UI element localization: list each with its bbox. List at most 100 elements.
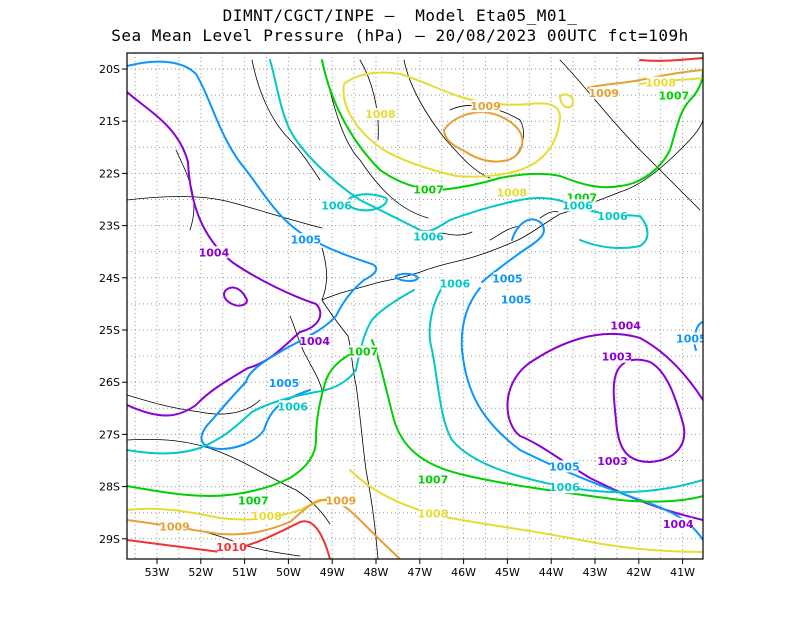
isobar-label: 1006 xyxy=(277,400,308,413)
isobar-1006 xyxy=(127,59,703,494)
isobar-label: 1009 xyxy=(159,520,190,533)
isobar-label-bg xyxy=(270,376,299,389)
y-tick-label: 23S xyxy=(99,220,120,233)
isobar-label-bg xyxy=(440,277,469,290)
isobar-label-bg xyxy=(550,481,579,494)
isobar-label: 1005 xyxy=(269,377,300,390)
isobar-label-bg xyxy=(589,87,618,100)
isobar-label: 1005 xyxy=(501,293,532,306)
isobar-label-bg xyxy=(348,345,377,358)
isobar-label: 1006 xyxy=(549,481,580,494)
isobar-label: 1006 xyxy=(413,231,444,244)
isobar-label: 1006 xyxy=(597,210,628,223)
isobar-label: 1005 xyxy=(676,332,707,345)
isobar-label: 1008 xyxy=(251,510,282,523)
isobar-label-bg xyxy=(598,455,627,468)
isobar-label-bg xyxy=(160,520,189,533)
y-tick-label: 24S xyxy=(99,272,120,285)
isobar-label-bg xyxy=(418,473,447,486)
isobar-label-bg xyxy=(322,199,351,212)
isobar-1008 xyxy=(127,71,703,553)
isobar-label: 1003 xyxy=(597,455,628,468)
x-tick-label: 43W xyxy=(583,566,608,579)
y-tick-label: 22S xyxy=(99,167,120,180)
isobar-label-bg xyxy=(300,335,329,348)
x-tick-label: 44W xyxy=(539,566,564,579)
isobar-label-bg xyxy=(414,183,443,196)
isobar-label: 1009 xyxy=(588,87,619,100)
isobar-label-bg xyxy=(493,272,522,285)
isobar-label: 1005 xyxy=(549,460,580,473)
isobar-label-bg xyxy=(418,507,447,520)
isobar-label-bg xyxy=(471,100,500,113)
isobar-label-bg xyxy=(497,186,526,199)
isobar-label-bg xyxy=(291,233,320,246)
x-tick-label: 49W xyxy=(320,566,345,579)
lat-lon-grid xyxy=(127,53,703,559)
isobar-label-bg xyxy=(646,76,675,89)
isobar-label-bg xyxy=(252,509,281,522)
isobar-label-bg xyxy=(278,400,307,413)
isobar-label-bg xyxy=(611,319,640,332)
isobar-label: 1004 xyxy=(199,246,230,259)
isobar-label: 1007 xyxy=(238,494,269,507)
isobar-label: 1008 xyxy=(645,77,676,90)
isobar-label-bg xyxy=(602,350,631,363)
isobar-label: 1007 xyxy=(413,184,444,197)
y-tick-label: 20S xyxy=(99,63,120,76)
x-tick-label: 52W xyxy=(188,566,213,579)
isobar-label: 1007 xyxy=(659,90,690,103)
isobar-label: 1008 xyxy=(418,507,449,520)
isobar-label-bg xyxy=(677,332,703,345)
x-tick-label: 51W xyxy=(232,566,257,579)
x-tick-label: 41W xyxy=(670,566,695,579)
plot-frame xyxy=(126,52,704,560)
x-tick-label: 48W xyxy=(364,566,389,579)
isobar-label-bg xyxy=(199,246,228,259)
isobar-label-bg xyxy=(366,107,395,120)
isobar-label: 1005 xyxy=(291,233,322,246)
y-tick-label: 25S xyxy=(99,324,120,337)
x-tick-label: 45W xyxy=(495,566,520,579)
y-tick-label: 26S xyxy=(99,376,120,389)
isobar-label-bg xyxy=(217,541,246,554)
isobar-label-bg xyxy=(659,89,688,102)
x-axis-labels: 53W 52W 51W 50W 49W 48W 47W 46W 45W 44W 43W 42W 41W xyxy=(145,566,696,579)
isobar-label-bg xyxy=(563,199,592,212)
isobar-label: 1004 xyxy=(610,319,641,332)
isobar-label-bg xyxy=(502,293,531,306)
y-tick-label: 28S xyxy=(99,481,120,494)
isobar-label: 1003 xyxy=(602,351,633,364)
x-tick-label: 53W xyxy=(145,566,170,579)
isobar-label-bg xyxy=(550,460,579,473)
y-axis-labels: 20S 21S 22S 23S 24S 25S 26S 27S 28S 29S xyxy=(99,63,120,546)
isobar-label: 1006 xyxy=(562,199,593,212)
isobar-label: 1005 xyxy=(492,272,523,285)
isobar-label: 1009 xyxy=(326,494,357,507)
isobar-label-bg xyxy=(598,209,627,222)
isobar-label: 1006 xyxy=(321,199,352,212)
isobar-1010 xyxy=(127,57,703,559)
isobar-label: 1004 xyxy=(663,518,694,531)
isobar-1003 xyxy=(612,358,686,463)
map-title-line-1: DIMNT/CGCT/INPE – Model Eta05_M01_ xyxy=(222,6,578,25)
isobar-label-bg xyxy=(664,517,693,530)
map-title-line-2: Sea Mean Level Pressure (hPa) – 20/08/20… xyxy=(111,26,689,45)
x-tick-label: 47W xyxy=(407,566,432,579)
isobar-label: 1006 xyxy=(440,278,471,291)
axis-ticks xyxy=(122,68,684,564)
isobar-label: 1009 xyxy=(470,100,501,113)
x-tick-label: 50W xyxy=(276,566,301,579)
isobar-label: 1004 xyxy=(299,335,330,348)
x-tick-label: 46W xyxy=(451,566,476,579)
x-tick-label: 42W xyxy=(626,566,651,579)
isobar-1009 xyxy=(127,69,703,559)
y-tick-label: 29S xyxy=(99,533,120,546)
isobar-1004 xyxy=(127,91,703,521)
isobar-label: 1007 xyxy=(348,345,379,358)
y-tick-label: 21S xyxy=(99,115,120,128)
isobar-label-bg xyxy=(414,230,443,243)
isobar-label: 1010 xyxy=(216,541,247,554)
